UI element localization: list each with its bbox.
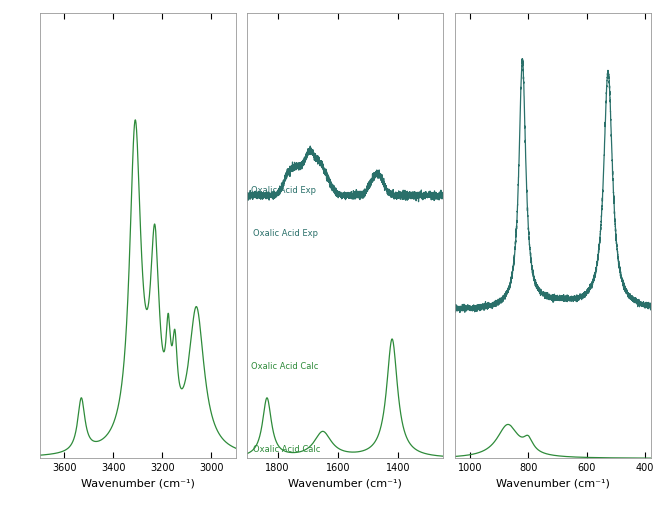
X-axis label: Wavenumber (cm⁻¹): Wavenumber (cm⁻¹) [288, 479, 403, 489]
X-axis label: Wavenumber (cm⁻¹): Wavenumber (cm⁻¹) [496, 479, 610, 489]
Text: Oxalic Acid Calc: Oxalic Acid Calc [251, 362, 319, 371]
X-axis label: Wavenumber (cm⁻¹): Wavenumber (cm⁻¹) [81, 479, 194, 489]
Text: Oxalic Acid Calc: Oxalic Acid Calc [253, 445, 321, 454]
Text: Oxalic Acid Exp: Oxalic Acid Exp [251, 186, 317, 195]
Text: Oxalic Acid Exp: Oxalic Acid Exp [253, 229, 319, 238]
